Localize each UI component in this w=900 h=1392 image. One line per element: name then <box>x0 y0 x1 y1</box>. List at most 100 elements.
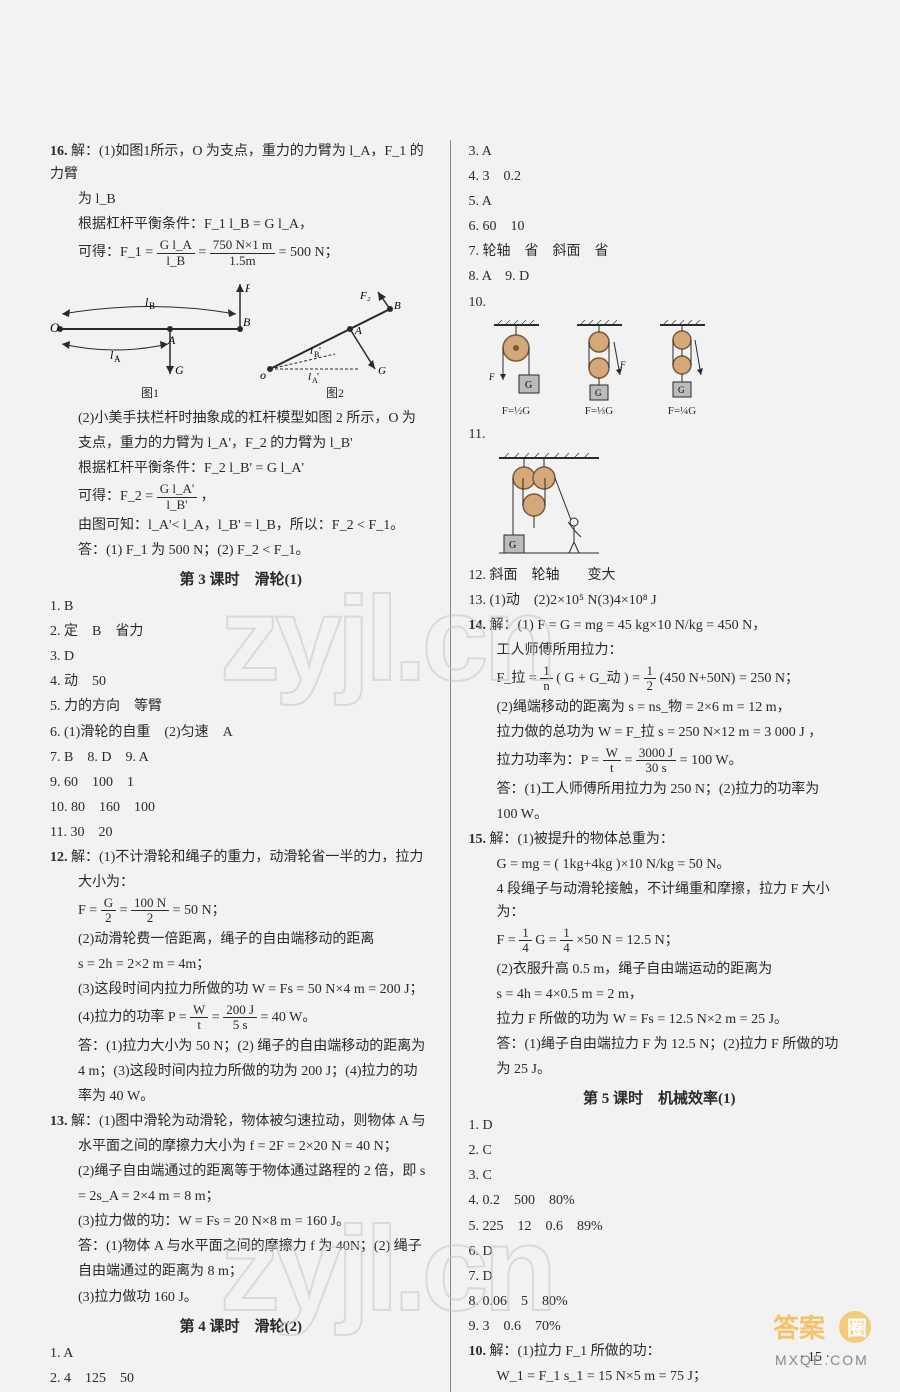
q12-num: 12. <box>50 850 68 865</box>
figure-1: O A B F₁ G lB lA 图1 <box>50 274 250 401</box>
n: W <box>603 746 621 761</box>
pulley-person-icon: G <box>489 450 609 560</box>
d: 2 <box>101 911 116 925</box>
d: 2 <box>644 679 657 693</box>
r-a7: 7. 轮轴 省 斜面 省 <box>469 240 851 263</box>
s3-a5: 5. 力的方向 等臂 <box>50 695 432 718</box>
s5-a3: 3. C <box>469 1164 851 1187</box>
q10-l1: 解：(1)拉力 F_1 所做的功： <box>490 1344 661 1359</box>
comma: ， <box>201 489 215 504</box>
pulley-diagrams-10: G F F=½G G <box>469 320 851 417</box>
svg-text:l: l <box>310 345 313 357</box>
q13-l5: (3)拉力做的功：W = Fs = 20 N×8 m = 160 J。 <box>50 1210 432 1233</box>
n: 1 <box>560 926 573 941</box>
right-column: 3. A 4. 3 0.2 5. A 6. 60 10 7. 轮轴 省 斜面 省… <box>469 140 851 1392</box>
d: 4 <box>519 941 532 955</box>
frac: Wt <box>190 1003 208 1033</box>
q15-l7: 拉力 F 所做的功为 W = Fs = 12.5 N×2 m = 25 J。 <box>469 1008 851 1031</box>
pulley-diagram-11: G <box>469 450 851 560</box>
s3-a3: 3. D <box>50 645 432 668</box>
q12-l10: 率为 40 W。 <box>50 1085 432 1108</box>
svg-text:G: G <box>175 363 184 377</box>
n: 100 N <box>131 896 169 911</box>
t: = <box>624 753 632 768</box>
n: 1 <box>540 664 553 679</box>
svg-text:o: o <box>260 368 266 382</box>
frac-num: G l_A' <box>157 482 197 497</box>
eq: = <box>198 245 206 260</box>
s4-a1: 1. A <box>50 1342 432 1365</box>
r-a8: 8. A 9. D <box>469 265 851 288</box>
q15-l5: (2)衣服升高 0.5 m，绳子自由端运动的距离为 <box>469 958 851 981</box>
q12-l7: (4)拉力的功率 P = Wt = 200 J5 s = 40 W。 <box>50 1003 432 1033</box>
svg-text:A: A <box>114 354 121 364</box>
svg-text:G: G <box>525 380 532 391</box>
svg-text:': ' <box>317 371 319 383</box>
frac: 1n <box>540 664 553 694</box>
left-column: 16. 解：(1)如图1所示，O 为支点，重力的力臂为 l_A，F_1 的力臂 … <box>50 140 432 1392</box>
pulley-label: F=⅓G <box>572 405 627 417</box>
q16-l3: 根据杠杆平衡条件：F_1 l_B = G l_A， <box>50 213 432 236</box>
svg-text:l: l <box>308 371 311 383</box>
svg-text:F₂: F₂ <box>359 290 371 302</box>
svg-text:': ' <box>319 345 321 357</box>
q14-num: 14. <box>469 618 487 633</box>
n: W <box>190 1003 208 1018</box>
pulley-3: G F=¼G <box>655 320 710 417</box>
q15-l2: G = mg = ( 1kg+4kg )×10 N/kg = 50 N。 <box>469 853 851 876</box>
r-a6: 6. 60 10 <box>469 215 851 238</box>
d: 5 s <box>223 1018 257 1032</box>
s5-a7: 7. D <box>469 1265 851 1288</box>
figure-row: O A B F₁ G lB lA 图1 <box>50 274 432 401</box>
r-a3: 3. A <box>469 140 851 163</box>
q12-l8: 答：(1)拉力大小为 50 N；(2) 绳子的自由端移动的距离为 <box>50 1035 432 1058</box>
svg-text:B: B <box>394 300 401 312</box>
q16-line: 16. 解：(1)如图1所示，O 为支点，重力的力臂为 l_A，F_1 的力臂 <box>50 140 432 186</box>
q16-l4: 可得：F_1 = G l_Al_B = 750 N×1 m1.5m = 500 … <box>50 238 432 268</box>
t: G = <box>535 933 557 948</box>
lever-diagram-1: O A B F₁ G lB lA <box>50 274 250 384</box>
q13-l6: 答：(1)物体 A 与水平面之间的摩擦力 f 为 40N；(2) 绳子 <box>50 1235 432 1258</box>
frac-num: 750 N×1 m <box>210 238 275 253</box>
svg-text:F₁: F₁ <box>244 281 250 295</box>
t: = 50 N； <box>173 903 226 918</box>
frac: Wt <box>603 746 621 776</box>
d: 30 s <box>636 761 676 775</box>
d: t <box>603 761 621 775</box>
t: ( G + G_动 ) = <box>556 671 640 686</box>
q12-l4: (2)动滑轮费一倍距离，绳子的自由端移动的距离 <box>50 928 432 951</box>
s3-a4: 4. 动 50 <box>50 670 432 693</box>
s3-a9: 9. 60 100 1 <box>50 771 432 794</box>
q16-l8a: 可得：F_2 = <box>78 489 153 504</box>
fig2-caption: 图2 <box>326 384 344 401</box>
t: = <box>120 903 128 918</box>
t: (450 N+50N) = 250 N； <box>660 671 799 686</box>
q14-l5: 拉力做的总功为 W = F_拉 s = 250 N×12 m = 3 000 J… <box>469 721 851 744</box>
page-columns: 16. 解：(1)如图1所示，O 为支点，重力的力臂为 l_A，F_1 的力臂 … <box>50 140 850 1392</box>
q16-l8: 可得：F_2 = G l_A'l_B' ， <box>50 482 432 512</box>
q15-num: 15. <box>469 832 487 847</box>
q13-l7: 自由端通过的距离为 8 m； <box>50 1260 432 1283</box>
frac: G l_Al_B <box>157 238 195 268</box>
s5-a2: 2. C <box>469 1139 851 1162</box>
q16-l4c: = 500 N； <box>279 245 339 260</box>
q16-l2: 为 l_B <box>50 188 432 211</box>
q12-line: 12. 解：(1)不计滑轮和绳子的重力，动滑轮省一半的力，拉力 <box>50 846 432 869</box>
q13-l4: = 2s_A = 2×4 m = 8 m； <box>50 1185 432 1208</box>
t: = 40 W。 <box>261 1010 317 1025</box>
svg-text:G: G <box>678 385 685 395</box>
q13-l3: (2)绳子自由端通过的距离等于物体通过路程的 2 倍，即 s <box>50 1160 432 1183</box>
q15-l4: F = 14 G = 14 ×50 N = 12.5 N； <box>469 926 851 956</box>
q13-line: 13. 解：(1)图中滑轮为动滑轮，物体被匀速拉动，则物体 A 与 <box>50 1110 432 1133</box>
s4-a2: 2. 4 125 50 <box>50 1367 432 1390</box>
s3-a6: 6. (1)滑轮的自重 (2)匀速 A <box>50 721 432 744</box>
q14-l7: 答：(1)工人师傅所用拉力为 250 N；(2)拉力的功率为 <box>469 778 851 801</box>
frac-den: l_B <box>157 254 195 268</box>
q13-l2: 水平面之间的摩擦力大小为 f = 2F = 2×20 N = 40 N； <box>50 1135 432 1158</box>
svg-text:O: O <box>50 320 60 335</box>
t: ×50 N = 12.5 N； <box>576 933 679 948</box>
n: 3000 J <box>636 746 676 761</box>
s3-a1: 1. B <box>50 595 432 618</box>
t: F = <box>497 933 516 948</box>
q15-l6: s = 4h = 4×0.5 m = 2 m， <box>469 983 851 1006</box>
